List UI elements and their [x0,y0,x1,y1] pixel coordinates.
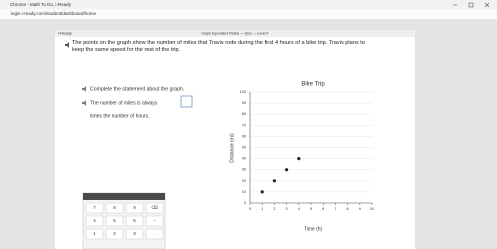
question-box: The points on the graph show the number … [72,40,365,53]
key-label: 5 [113,218,116,223]
y-axis-label: Distance (mi) [229,133,235,163]
x-tick-label: 9 [359,207,361,211]
y-tick-label: 0 [244,201,246,205]
y-tick-label: 80 [242,112,246,116]
key[interactable] [105,215,124,227]
y-tick-label: 60 [242,134,246,138]
x-tick-label: 10 [370,207,374,211]
key[interactable] [125,228,144,240]
key-label: 9 [133,205,136,210]
window-title: Chrome - Math To Do, i-Ready [10,2,72,7]
audio-icon[interactable] [65,42,69,48]
address-bar[interactable] [0,9,497,19]
y-tick-label: 10 [242,190,246,194]
key-label: − [153,218,156,223]
x-tick-label: 6 [322,207,324,211]
key-label: 8 [113,205,116,210]
key-label: 1 [93,231,96,236]
x-tick-label: 8 [347,207,349,211]
key-label: ⌫ [151,205,158,210]
key-label: 2 [113,231,116,236]
keypad: 7 8 9 ⌫ 4 5 6 − 1 2 3. [82,192,166,249]
y-tick-label: 50 [242,146,246,150]
maximize[interactable] [468,2,474,8]
x-tick-label: 0 [249,207,251,211]
audio-icon[interactable] [82,86,86,92]
point [297,157,301,161]
title-bar [0,0,497,9]
key[interactable] [85,202,104,214]
key[interactable] [105,202,124,214]
app-header [55,30,415,37]
x-tick-label: 4 [298,207,300,211]
key-label: 4 [93,218,96,223]
chart-title: Bike Trip [301,82,325,88]
y-tick-label: 90 [242,101,246,105]
keypad-header [83,193,165,200]
point [272,179,276,183]
key[interactable] [85,215,104,227]
instruction: Complete the statement about the graph. [90,86,184,92]
x-tick-label: 2 [273,207,275,211]
lesson-title: Graph Equivalent Ratios — Quiz — Level F [201,31,269,35]
key-label: 6 [133,218,136,223]
answer-box[interactable] [180,95,193,108]
y-tick-label: 30 [242,168,246,172]
key[interactable] [145,228,164,240]
key[interactable] [85,228,104,240]
x-axis-label: Time (h) [304,226,323,232]
point [285,168,289,172]
window-controls [453,2,490,8]
x-tick-label: 3 [286,207,288,211]
x-tick-label: 1 [261,207,263,211]
x-tick-label: 7 [334,207,336,211]
key[interactable] [145,215,164,227]
point [260,190,264,194]
key-label: 3 [133,231,136,236]
statement-after: times the number of hours. [90,113,149,119]
key[interactable] [125,202,144,214]
y-tick-label: 100 [240,90,246,94]
chart: Bike Trip Time (h) Distance (mi) 0102030… [229,82,374,233]
audio-icon[interactable] [82,100,86,106]
key-label: . [154,231,155,236]
address-text: login.i-ready.com/student/dashboard/home [11,11,96,16]
y-tick-label: 20 [242,179,246,183]
y-tick-label: 70 [242,123,246,127]
key[interactable] [105,228,124,240]
question: The points on the graph show the number … [72,40,365,53]
key[interactable] [145,202,164,214]
key[interactable] [125,215,144,227]
y-tick-label: 40 [242,157,246,161]
key-label: 7 [93,205,96,210]
brand: i-Ready [58,31,72,36]
close[interactable] [484,2,490,8]
statement-before: The number of miles is always [90,100,158,106]
x-tick-label: 5 [310,207,312,211]
